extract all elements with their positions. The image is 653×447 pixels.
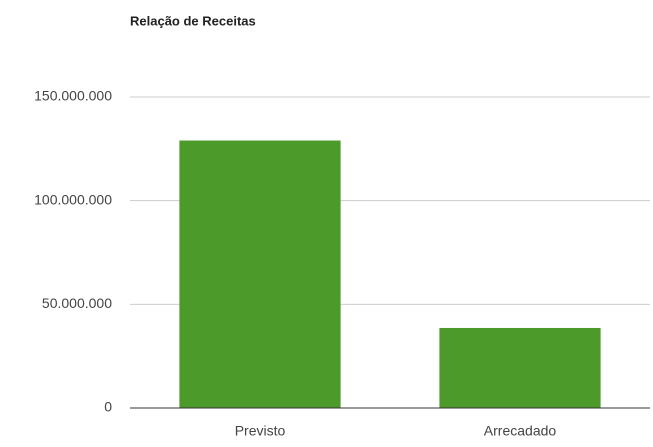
y-tick-label: 50.000.000 bbox=[42, 295, 112, 311]
chart-title: Relação de Receitas bbox=[130, 13, 256, 28]
x-tick-label: Previsto bbox=[235, 423, 286, 439]
y-tick-label: 100.000.000 bbox=[34, 191, 112, 207]
bar bbox=[439, 327, 601, 408]
bar bbox=[179, 140, 341, 409]
y-tick-label: 0 bbox=[104, 399, 112, 415]
x-tick-label: Arrecadado bbox=[484, 423, 557, 439]
y-tick-label: 150.000.000 bbox=[34, 88, 112, 104]
